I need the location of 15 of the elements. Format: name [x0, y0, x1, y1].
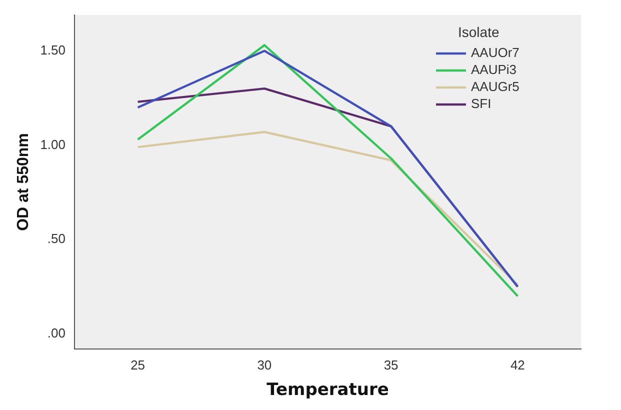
x-axis-title: Temperature	[266, 380, 389, 400]
legend-label: AAUPi3	[471, 62, 517, 78]
legend-title: Isolate	[458, 24, 500, 40]
x-tick-label: 30	[257, 357, 272, 372]
legend-label: AAUOr7	[471, 45, 520, 60]
y-tick-label: 1.50	[40, 42, 66, 58]
y-tick-label: 1.00	[40, 136, 66, 152]
legend-label: AAUGr5	[471, 79, 520, 94]
y-axis-title: OD at 550nm	[15, 133, 32, 231]
x-tick-label: 35	[384, 357, 398, 372]
x-tick-label: 42	[510, 357, 525, 372]
legend-label: SFI	[471, 96, 492, 112]
y-tick-label: .50	[47, 231, 66, 246]
x-tick-label: 25	[130, 357, 146, 372]
y-tick-label: .00	[47, 325, 66, 340]
